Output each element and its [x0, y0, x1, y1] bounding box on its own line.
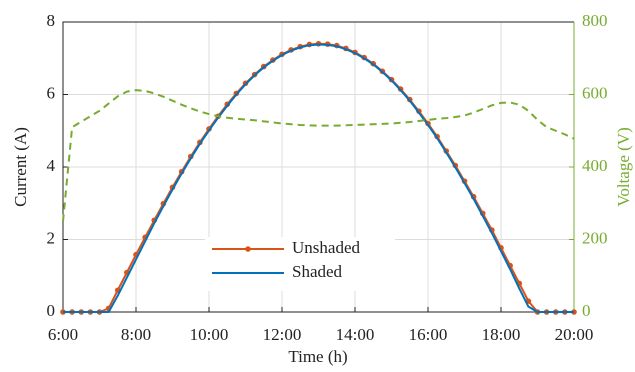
- x-tick-label: 6:00: [48, 325, 78, 344]
- x-tick-label: 8:00: [121, 325, 151, 344]
- legend: Unshaded Shaded: [205, 237, 395, 291]
- x-tick-label: 16:00: [409, 325, 448, 344]
- axis-frame: [62, 21, 574, 313]
- y-tick-label: 0: [47, 301, 56, 320]
- x-axis-label: Time (h): [288, 347, 347, 366]
- x-tick-label: 20:00: [555, 325, 594, 344]
- y-axis-label: Current (A): [11, 127, 30, 207]
- y2-tick-label: 200: [582, 228, 608, 247]
- x-tick-label: 12:00: [263, 325, 302, 344]
- x-tick-label: 10:00: [190, 325, 229, 344]
- y-tick-label: 4: [47, 156, 56, 175]
- y2-axis-label: Voltage (V): [614, 127, 633, 206]
- legend-marker: [245, 246, 251, 252]
- series-line: [62, 89, 575, 222]
- y-tick-label: 2: [47, 228, 56, 247]
- legend-box: [205, 237, 395, 291]
- y2-tick-label: 600: [582, 83, 608, 102]
- x-tick-label: 18:00: [482, 325, 521, 344]
- y-tick-label: 8: [47, 11, 56, 30]
- legend-label: Unshaded: [292, 238, 360, 257]
- x-tick-label: 14:00: [336, 325, 375, 344]
- legend-label: Shaded: [292, 262, 343, 281]
- y2-tick-label: 400: [582, 156, 608, 175]
- y2-tick-label: 800: [582, 11, 608, 30]
- y-tick-label: 6: [47, 83, 56, 102]
- y2-tick-label: 0: [582, 301, 591, 320]
- series-line: [63, 43, 574, 313]
